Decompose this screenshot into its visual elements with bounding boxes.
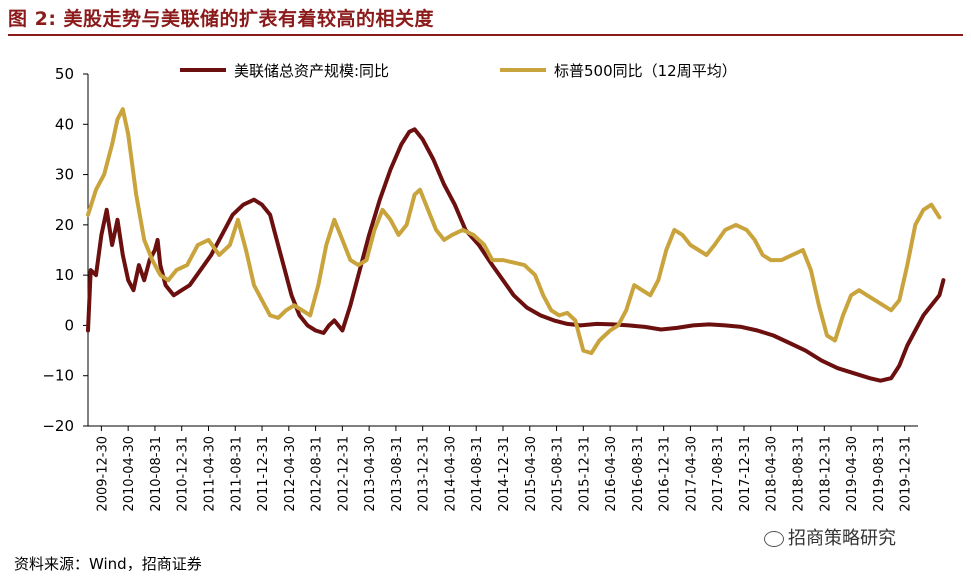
x-tick-label: 2016-08-31 [631,436,646,512]
y-tick-label: 20 [55,216,74,234]
x-tick-label: 2019-08-31 [872,436,887,512]
legend-label-2: 标普500同比（12周平均） [554,62,737,80]
figure-title: 图 2: 美股走势与美联储的扩表有着较高的相关度 [8,8,435,30]
y-tick-label: 30 [55,166,74,184]
series-line-2 [86,107,942,356]
x-tick-label: 2014-04-30 [443,436,458,512]
x-axis: 2009-12-30 2010-04-30 2010-08-31 2010-12-31… [88,425,918,512]
series-line-1 [86,127,946,383]
x-tick-label: 2010-08-31 [149,436,164,512]
x-tick-label: 2010-12-31 [176,436,191,512]
x-tick-label: 2017-04-30 [684,436,699,512]
x-tick-label: 2017-08-31 [711,436,726,512]
y-tick-label: 10 [55,266,74,284]
y-tick-label: 50 [55,65,74,83]
title-rule [8,34,963,36]
x-tick-label: 2011-04-30 [202,436,217,512]
x-tick-label: 2017-12-31 [738,436,753,512]
x-tick-label: 2013-12-31 [417,436,432,512]
watermark: 招商策略研究 [764,524,896,550]
y-tick-label: −20 [42,417,74,435]
x-tick-label: 2011-08-31 [229,436,244,512]
x-tick-label: 2016-12-31 [658,436,673,512]
x-tick-label: 2019-12-31 [899,436,914,512]
x-tick-label: 2018-12-31 [818,436,833,512]
y-tick-label: 40 [55,115,74,133]
x-tick-label: 2011-12-31 [256,436,271,512]
x-tick-label: 2013-08-31 [390,436,405,512]
y-axis: −20 −10 0 10 20 30 40 50 [42,65,89,435]
x-tick-label: 2013-04-30 [363,436,378,512]
series-layer [86,107,946,383]
x-tick-label: 2015-12-31 [577,436,592,512]
x-tick-label: 2019-04-30 [845,436,860,512]
y-tick-label: −10 [42,367,74,385]
x-tick-label: 2014-08-31 [470,436,485,512]
legend-label-1: 美联储总资产规模:同比 [234,62,389,80]
x-tick-label: 2012-04-30 [283,436,298,512]
watermark-text: 招商策略研究 [788,528,896,549]
x-tick-label: 2018-04-30 [765,436,780,512]
x-tick-label: 2015-04-30 [524,436,539,512]
y-tick-label: 0 [64,316,74,334]
source-note: 资料来源：Wind，招商证券 [14,555,202,573]
x-tick-label: 2018-08-31 [792,436,807,512]
x-tick-label: 2014-12-31 [497,436,512,512]
x-tick-label: 2016-04-30 [604,436,619,512]
x-tick-label: 2010-04-30 [122,436,137,512]
x-tick-label: 2009-12-30 [95,436,110,512]
x-tick-label: 2012-12-31 [336,436,351,512]
legend: 美联储总资产规模:同比 标普500同比（12周平均） [180,62,737,80]
wechat-icon [764,531,784,547]
x-tick-label: 2012-08-31 [310,436,325,512]
x-tick-label: 2015-08-31 [551,436,566,512]
